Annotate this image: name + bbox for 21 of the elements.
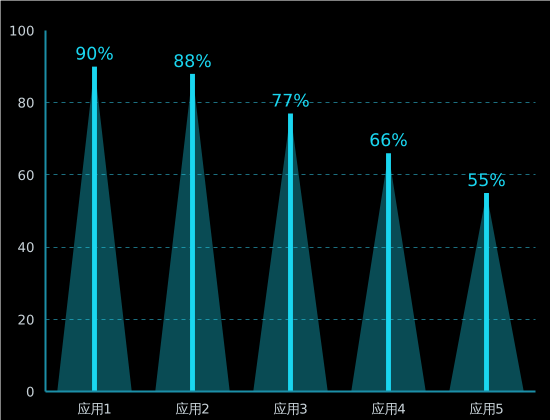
data-label: 90%: [75, 44, 114, 65]
bar: [386, 153, 391, 392]
data-label: 88%: [173, 52, 212, 72]
y-tick-label: 20: [18, 313, 35, 328]
y-tick-label: 80: [18, 96, 35, 112]
data-label: 77%: [271, 92, 310, 112]
x-tick-label: 应用1: [77, 402, 112, 418]
x-tick-label: 应用5: [469, 402, 504, 418]
bar: [288, 114, 293, 392]
x-tick-label: 应用2: [175, 402, 210, 418]
bar: [484, 192, 489, 392]
y-tick-label: 100: [9, 24, 35, 40]
bar: [92, 66, 97, 392]
data-label: 55%: [467, 170, 506, 191]
y-tick-label: 60: [18, 168, 35, 184]
x-tick-label: 应用4: [371, 402, 406, 418]
data-label: 66%: [369, 131, 408, 152]
bar: [190, 74, 195, 392]
x-tick-label: 应用3: [273, 402, 308, 418]
y-tick-label: 0: [26, 386, 35, 400]
y-tick-label: 40: [18, 241, 35, 256]
